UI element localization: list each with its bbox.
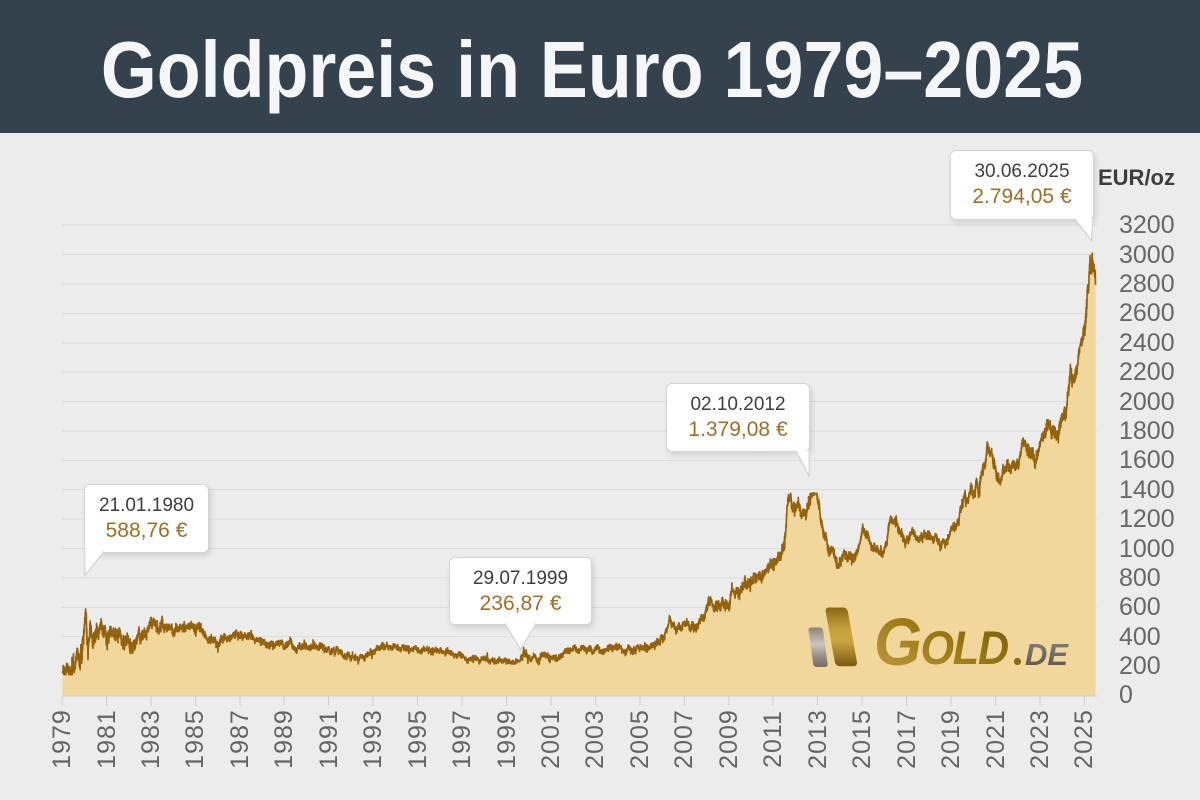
svg-text:DE: DE — [1025, 637, 1069, 672]
svg-text:GOLD: GOLD — [874, 605, 1008, 680]
